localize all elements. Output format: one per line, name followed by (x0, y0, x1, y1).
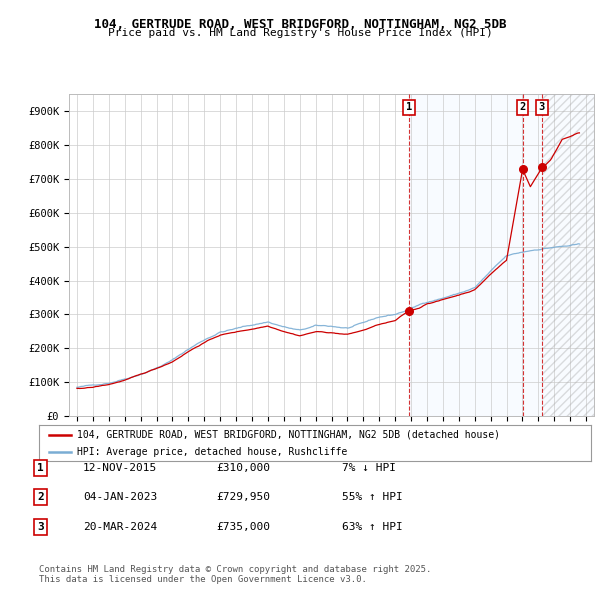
Text: 12-NOV-2015: 12-NOV-2015 (83, 463, 157, 473)
Text: 63% ↑ HPI: 63% ↑ HPI (342, 522, 403, 532)
Text: £729,950: £729,950 (216, 493, 270, 502)
Text: 1: 1 (406, 102, 412, 112)
Text: 2: 2 (37, 493, 44, 502)
Bar (542, 94, 594, 416)
Bar (409, 94, 594, 416)
Text: Contains HM Land Registry data © Crown copyright and database right 2025.
This d: Contains HM Land Registry data © Crown c… (39, 565, 431, 584)
Text: 2: 2 (520, 102, 526, 112)
Text: 04-JAN-2023: 04-JAN-2023 (83, 493, 157, 502)
Text: 3: 3 (37, 522, 44, 532)
Text: 7% ↓ HPI: 7% ↓ HPI (342, 463, 396, 473)
Text: HPI: Average price, detached house, Rushcliffe: HPI: Average price, detached house, Rush… (77, 447, 347, 457)
Text: 55% ↑ HPI: 55% ↑ HPI (342, 493, 403, 502)
Text: £735,000: £735,000 (216, 522, 270, 532)
Text: 104, GERTRUDE ROAD, WEST BRIDGFORD, NOTTINGHAM, NG2 5DB: 104, GERTRUDE ROAD, WEST BRIDGFORD, NOTT… (94, 18, 506, 31)
Text: 1: 1 (37, 463, 44, 473)
Text: £310,000: £310,000 (216, 463, 270, 473)
Bar (542, 94, 594, 416)
Text: 104, GERTRUDE ROAD, WEST BRIDGFORD, NOTTINGHAM, NG2 5DB (detached house): 104, GERTRUDE ROAD, WEST BRIDGFORD, NOTT… (77, 430, 500, 440)
Text: Price paid vs. HM Land Registry's House Price Index (HPI): Price paid vs. HM Land Registry's House … (107, 28, 493, 38)
Text: 3: 3 (539, 102, 545, 112)
Text: 20-MAR-2024: 20-MAR-2024 (83, 522, 157, 532)
